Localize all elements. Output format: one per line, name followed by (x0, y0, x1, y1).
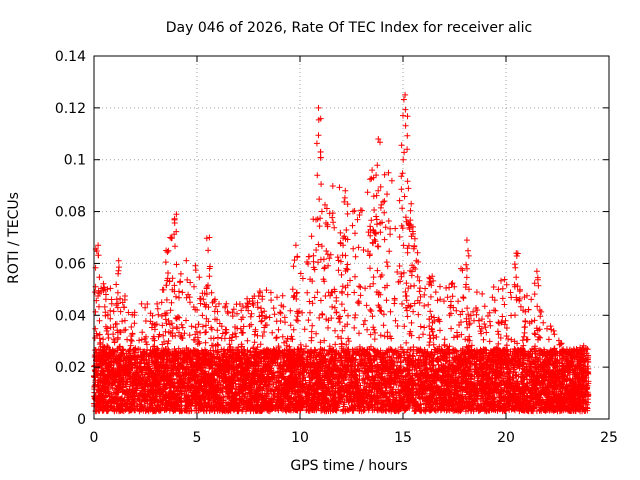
y-tick-label: 0.1 (64, 153, 86, 169)
y-tick-label: 0 (77, 412, 86, 428)
y-tick-label: 0.12 (55, 101, 86, 117)
y-tick-labels: 0 0.02 0.04 0.06 0.08 0.1 0.12 0.14 (55, 49, 86, 428)
plot-frame (93, 55, 610, 420)
x-tick-label: 5 (193, 430, 202, 446)
axis-ticks (93, 55, 610, 420)
x-tick-label: 20 (497, 430, 515, 446)
x-tick-label: 10 (291, 430, 309, 446)
x-tick-labels: 0 5 10 15 20 25 (90, 430, 618, 446)
data-points (91, 91, 592, 415)
y-tick-label: 0.14 (55, 49, 86, 65)
y-tick-label: 0.02 (55, 360, 86, 376)
y-tick-label: 0.06 (55, 256, 86, 272)
y-tick-label: 0.08 (55, 205, 86, 221)
y-axis-label: ROTI / TECUs (6, 192, 22, 284)
x-tick-label: 25 (600, 430, 618, 446)
chart-title: Day 046 of 2026, Rate Of TEC Index for r… (166, 20, 532, 36)
roti-points (91, 91, 592, 415)
x-tick-label: 15 (394, 430, 412, 446)
x-tick-label: 0 (90, 430, 99, 446)
x-axis-label: GPS time / hours (290, 458, 407, 474)
y-tick-label: 0.04 (55, 308, 86, 324)
